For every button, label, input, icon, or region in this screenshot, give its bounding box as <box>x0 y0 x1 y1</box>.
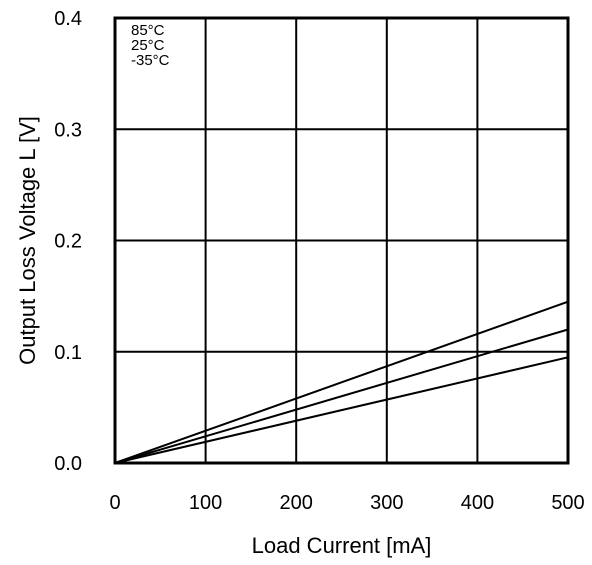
x-axis-label: Load Current [mA] <box>252 533 432 558</box>
y-tick-label: 0.4 <box>54 8 82 30</box>
legend-entry: -35°C <box>131 52 170 69</box>
x-tick-label: 500 <box>551 492 584 514</box>
plot-frame <box>113 16 570 465</box>
series-lines <box>114 300 569 464</box>
x-tick-label: 300 <box>370 492 403 514</box>
x-tick-label: 200 <box>280 492 313 514</box>
legend: 85°C25°C-35°C <box>131 22 170 69</box>
x-tick-label: 100 <box>189 492 222 514</box>
x-tick-label: 400 <box>461 492 494 514</box>
series-line-2 <box>114 356 569 464</box>
y-axis-label: Output Loss Voltage L [V] <box>15 116 40 365</box>
x-tick-labels: 0 100 200 300 400 500 <box>109 492 584 514</box>
legend-entry: 25°C <box>131 37 165 54</box>
x-tick-label: 0 <box>109 492 120 514</box>
series-line-0 <box>114 300 569 464</box>
y-tick-label: 0.2 <box>54 231 82 253</box>
y-tick-label: 0.1 <box>54 342 82 364</box>
grid <box>115 18 568 463</box>
legend-entry: 85°C <box>131 22 165 39</box>
y-tick-label: 0.0 <box>54 453 82 475</box>
y-tick-label: 0.3 <box>54 119 82 141</box>
series-line-1 <box>114 328 569 464</box>
y-tick-labels: 0.0 0.1 0.2 0.3 0.4 <box>54 8 82 475</box>
